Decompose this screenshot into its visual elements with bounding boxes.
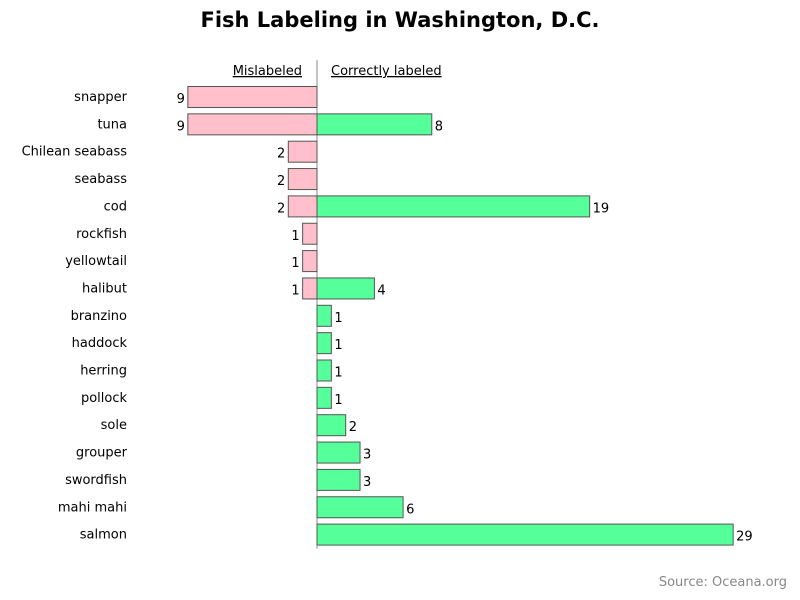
category-label: cod xyxy=(104,199,127,214)
legend-correct: Correctly labeled xyxy=(331,64,442,79)
category-label: swordfish xyxy=(65,473,127,488)
bar-mislabeled xyxy=(302,250,318,273)
data-label: 1 xyxy=(334,393,342,408)
bar-correct xyxy=(316,386,332,409)
category-label: salmon xyxy=(80,528,127,543)
data-label: 2 xyxy=(277,147,285,162)
bar-correct xyxy=(316,414,347,437)
chart-title: Fish Labeling in Washington, D.C. xyxy=(200,8,600,32)
data-label: 2 xyxy=(349,420,357,435)
category-label: sole xyxy=(101,418,127,433)
data-label: 3 xyxy=(363,448,371,463)
bar-mislabeled xyxy=(187,113,318,136)
category-label: grouper xyxy=(76,446,128,461)
category-label: branzino xyxy=(71,309,127,324)
bar-mislabeled xyxy=(287,140,318,163)
bar-correct xyxy=(316,441,361,464)
data-label: 1 xyxy=(291,256,299,271)
bar-correct xyxy=(316,195,591,218)
bar-mislabeled xyxy=(302,277,318,300)
bar-correct xyxy=(316,496,404,519)
bar-mislabeled xyxy=(287,195,318,218)
category-label: halibut xyxy=(82,281,127,296)
category-label: snapper xyxy=(74,90,127,105)
source-note: Source: Oceana.org xyxy=(658,575,787,590)
bar-mislabeled xyxy=(302,222,318,245)
data-label: 1 xyxy=(334,366,342,381)
data-label: 29 xyxy=(736,530,753,545)
data-label: 19 xyxy=(593,201,610,216)
bar-correct xyxy=(316,113,433,136)
data-label: 2 xyxy=(277,201,285,216)
category-label: yellowtail xyxy=(65,254,127,269)
category-label: seabass xyxy=(74,172,127,187)
legend-mislabeled: Mislabeled xyxy=(233,64,302,79)
category-label: mahi mahi xyxy=(58,500,127,515)
data-label: 2 xyxy=(277,174,285,189)
bar-correct xyxy=(316,359,332,382)
bar-correct xyxy=(316,523,734,546)
data-label: 4 xyxy=(377,283,385,298)
bar-correct xyxy=(316,277,375,300)
category-label: tuna xyxy=(97,117,127,132)
data-label: 3 xyxy=(363,475,371,490)
category-label: herring xyxy=(80,364,127,379)
category-label: Chilean seabass xyxy=(22,145,128,160)
data-label: 8 xyxy=(435,119,443,134)
data-label: 1 xyxy=(291,229,299,244)
category-label: pollock xyxy=(81,391,128,406)
bar-mislabeled xyxy=(187,86,318,108)
bar-correct xyxy=(316,304,332,327)
category-label: haddock xyxy=(72,336,128,351)
data-label: 9 xyxy=(177,119,185,134)
data-label: 9 xyxy=(177,92,185,107)
bar-correct xyxy=(316,332,332,355)
data-label: 6 xyxy=(406,502,414,517)
bar-mislabeled xyxy=(287,168,318,191)
data-label: 1 xyxy=(334,338,342,353)
category-label: rockfish xyxy=(76,227,127,242)
bar-correct xyxy=(316,468,361,491)
data-label: 1 xyxy=(334,311,342,326)
data-label: 1 xyxy=(291,283,299,298)
